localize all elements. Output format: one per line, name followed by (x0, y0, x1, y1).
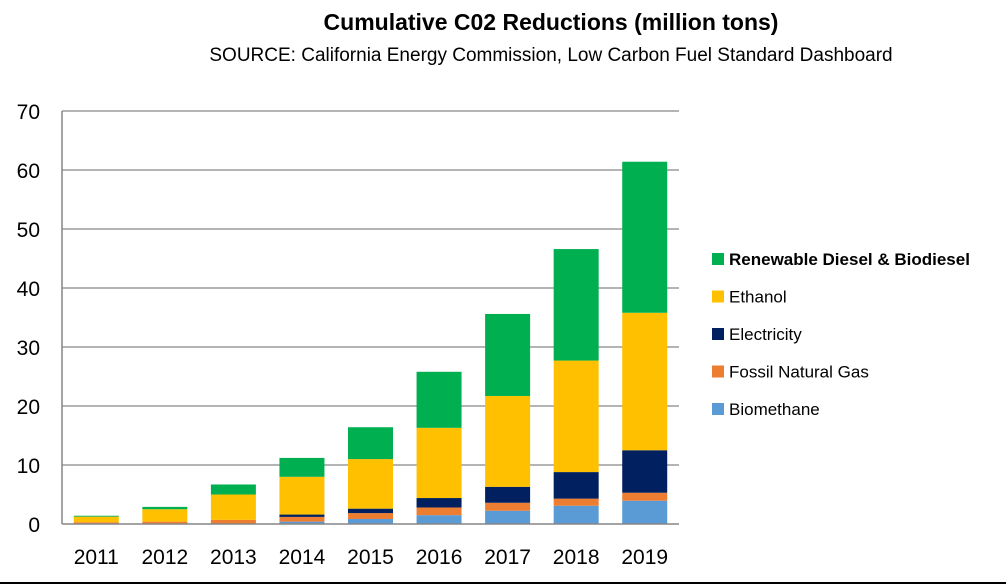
bar-segment-ethanol-2016 (416, 427, 462, 499)
bar-segment-ethanol-2011 (73, 516, 119, 523)
bar-segment-renewable-diesel-biodiesel-2013 (210, 484, 256, 495)
bar-segment-fossil-natural-gas-2018 (553, 498, 599, 506)
bar-stack-2016 (416, 371, 462, 524)
legend-swatch (712, 290, 724, 303)
bar-segment-fossil-natural-gas-2013 (210, 519, 256, 524)
legend-label: Electricity (729, 325, 802, 344)
bar-segment-ethanol-2018 (553, 360, 599, 473)
x-tick-label: 2016 (416, 546, 463, 569)
bar-stack-2011 (73, 515, 119, 524)
legend-item: Electricity (712, 325, 802, 344)
legend-item: Biomethane (712, 400, 820, 419)
bar-segment-biomethane-2015 (348, 518, 393, 524)
bar-segment-fossil-natural-gas-2015 (348, 513, 393, 519)
bar-stack-2012 (142, 506, 188, 524)
bars (73, 161, 668, 524)
legend: Renewable Diesel & Biodiesel Ethanol Elect… (712, 250, 970, 419)
bottom-border (0, 582, 1006, 584)
x-tick-label: 2013 (210, 546, 257, 569)
x-tick-label: 2017 (484, 546, 531, 569)
bar-segment-electricity-2014 (279, 514, 325, 517)
legend-label: Renewable Diesel & Biodiesel (729, 250, 970, 269)
legend-label: Biomethane (729, 400, 820, 419)
bar-segment-renewable-diesel-biodiesel-2018 (553, 249, 599, 361)
bar-segment-ethanol-2015 (348, 459, 393, 509)
bar-stack-2013 (210, 484, 256, 524)
bar-stack-2019 (622, 161, 668, 524)
x-tick-label: 2019 (621, 546, 668, 569)
bar-segment-biomethane-2019 (622, 500, 668, 524)
bar-segment-ethanol-2013 (210, 494, 256, 520)
x-axis-ticks: 2011 2012 2013 2014 2015 2016 2017 2018 2019 (74, 546, 668, 569)
legend-item: Fossil Natural Gas (712, 363, 869, 382)
y-tick-label: 20 (17, 396, 40, 419)
bar-segment-ethanol-2019 (622, 312, 668, 451)
bar-segment-fossil-natural-gas-2014 (279, 516, 325, 522)
legend-item: Renewable Diesel & Biodiesel (712, 250, 970, 269)
chart-subtitle: SOURCE: California Energy Commission, Lo… (209, 45, 892, 66)
bar-segment-renewable-diesel-biodiesel-2014 (279, 457, 325, 477)
bar-segment-fossil-natural-gas-2016 (416, 507, 462, 516)
bar-segment-renewable-diesel-biodiesel-2019 (622, 161, 668, 313)
bar-segment-electricity-2017 (485, 486, 531, 503)
x-tick-label: 2018 (553, 546, 600, 569)
x-tick-label: 2014 (279, 546, 326, 569)
y-tick-label: 0 (28, 514, 40, 537)
legend-swatch (712, 365, 724, 378)
y-tick-label: 30 (17, 337, 40, 360)
gridlines (62, 110, 679, 466)
bar-segment-ethanol-2014 (279, 476, 325, 515)
bar-segment-renewable-diesel-biodiesel-2015 (348, 427, 393, 460)
bar-segment-renewable-diesel-biodiesel-2017 (485, 313, 531, 396)
x-tick-label: 2011 (74, 546, 119, 569)
bar-segment-fossil-natural-gas-2012 (142, 521, 188, 524)
legend-label: Fossil Natural Gas (729, 363, 869, 382)
legend-item: Ethanol (712, 288, 787, 307)
y-tick-label: 60 (17, 160, 40, 183)
bar-segment-fossil-natural-gas-2017 (485, 502, 531, 511)
bar-segment-electricity-2016 (416, 498, 462, 508)
bar-segment-fossil-natural-gas-2019 (622, 492, 668, 501)
bar-segment-fossil-natural-gas-2011 (73, 522, 119, 524)
bar-segment-biomethane-2018 (553, 505, 599, 524)
bar-stack-2018 (553, 249, 599, 524)
bar-segment-biomethane-2017 (485, 510, 531, 524)
bar-segment-renewable-diesel-biodiesel-2016 (416, 371, 462, 428)
y-axis-ticks: 0 10 20 30 40 50 60 70 (17, 101, 40, 537)
legend-swatch (712, 253, 724, 265)
bar-segment-biomethane-2014 (279, 521, 325, 524)
x-tick-label: 2015 (347, 546, 394, 569)
bar-stack-2014 (279, 457, 325, 524)
x-tick-label: 2012 (141, 546, 188, 569)
bar-segment-biomethane-2016 (416, 515, 462, 524)
bar-segment-electricity-2019 (622, 450, 668, 493)
legend-swatch (712, 328, 724, 340)
bar-segment-ethanol-2017 (485, 395, 531, 487)
bar-segment-ethanol-2012 (142, 509, 188, 522)
bar-segment-electricity-2015 (348, 508, 393, 514)
legend-label: Ethanol (729, 288, 787, 307)
bar-stack-2017 (485, 313, 531, 524)
bar-segment-renewable-diesel-biodiesel-2011 (73, 515, 119, 517)
legend-swatch (712, 403, 724, 415)
bar-stack-2015 (348, 427, 393, 524)
y-tick-label: 40 (17, 278, 40, 301)
chart-title: Cumulative C02 Reductions (million tons) (324, 9, 779, 35)
bar-segment-electricity-2018 (553, 472, 599, 499)
y-tick-label: 10 (17, 455, 40, 478)
y-tick-label: 50 (17, 219, 40, 242)
y-tick-label: 70 (17, 101, 40, 124)
bar-segment-renewable-diesel-biodiesel-2012 (142, 506, 188, 510)
